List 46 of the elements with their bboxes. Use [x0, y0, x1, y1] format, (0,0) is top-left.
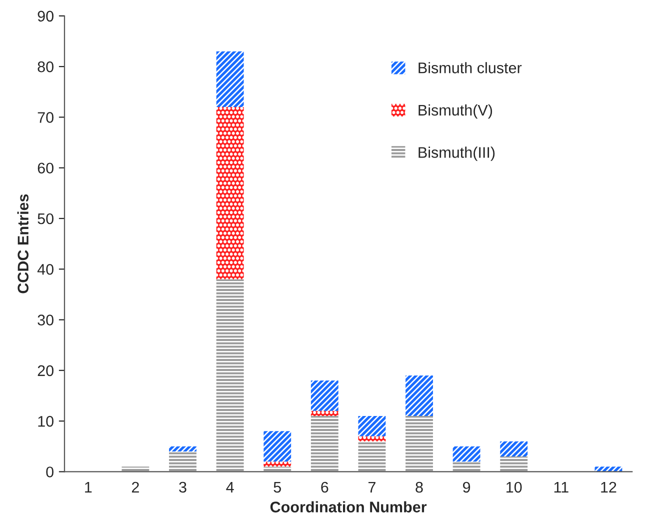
x-tick-label: 2	[132, 482, 139, 492]
y-tick-label: 30	[38, 314, 54, 326]
y-tick-label: 80	[38, 61, 54, 72]
bar	[500, 441, 528, 457]
x-tick-label: 4	[226, 482, 234, 492]
bar	[452, 462, 480, 472]
bar	[358, 436, 386, 442]
bar	[358, 441, 386, 472]
x-tick-label: 6	[321, 482, 328, 493]
bar	[452, 446, 480, 462]
y-tick-label: 0	[46, 466, 54, 478]
y-axis-title: CCDC Entries	[17, 194, 29, 294]
x-tick-label: 9	[463, 482, 470, 493]
legend-label: Bismuth(V)	[418, 104, 492, 119]
bar	[406, 375, 433, 416]
x-tick-label: 12	[601, 482, 616, 492]
bar	[310, 410, 338, 416]
legend-label: Bismuth cluster	[418, 62, 522, 74]
x-tick-label: 10	[506, 482, 522, 493]
legend-label: Bismuth(III)	[418, 146, 495, 161]
y-tick-label: 10	[38, 416, 54, 427]
bar	[310, 380, 338, 411]
bar	[216, 107, 244, 280]
bar	[216, 279, 244, 472]
bar	[358, 416, 386, 436]
y-tick-label: 90	[38, 10, 54, 22]
x-tick-label: 5	[274, 482, 281, 493]
x-tick-label: 7	[368, 482, 376, 492]
bar	[216, 51, 244, 108]
x-axis-title: Coordination Number	[270, 501, 427, 512]
x-tick-label: 1	[85, 482, 92, 492]
y-tick-label: 60	[38, 162, 54, 174]
bar	[264, 431, 292, 462]
bar	[500, 456, 528, 472]
x-tick-label: 8	[416, 482, 423, 493]
bar	[406, 416, 433, 472]
bar	[264, 462, 292, 467]
y-tick-label: 20	[38, 365, 54, 376]
y-tick-label: 40	[37, 264, 54, 275]
x-tick-label: 3	[179, 482, 186, 493]
y-tick-label: 50	[38, 213, 54, 224]
bar	[310, 416, 338, 472]
x-tick-label: 11	[554, 482, 568, 492]
bar	[169, 451, 196, 472]
y-tick-label: 70	[38, 112, 54, 123]
bar	[169, 446, 196, 452]
